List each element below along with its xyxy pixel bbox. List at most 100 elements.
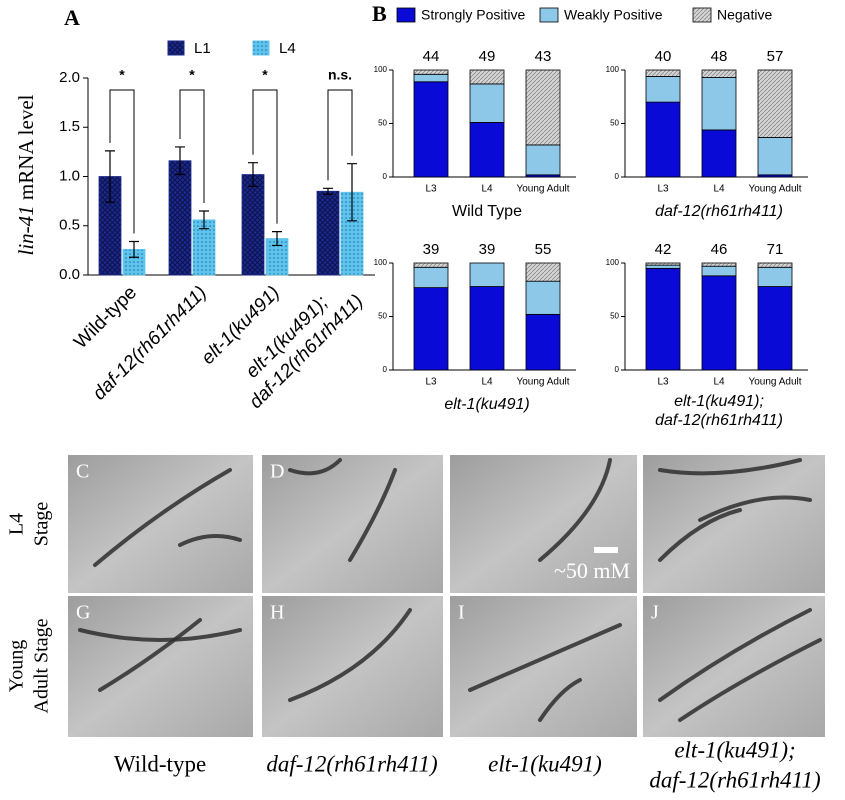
error-bar (175, 146, 185, 176)
significance-label: * (119, 67, 125, 83)
y-tick-label: 50 (610, 119, 619, 128)
bar (316, 190, 340, 276)
worm (98, 618, 202, 692)
bar-segment (757, 262, 793, 268)
worm (658, 458, 802, 476)
legend-swatch (252, 40, 270, 56)
micrograph (643, 455, 825, 593)
scale-bar-label: ~50 mM (554, 558, 630, 583)
y-axis-label-text: mRNA level (14, 94, 38, 200)
significance-label: * (189, 67, 195, 83)
n-label: 57 (767, 48, 784, 65)
row-label: Stage (31, 502, 53, 547)
worm (698, 495, 812, 522)
panel-label: D (270, 461, 284, 483)
panel-label: G (76, 602, 90, 624)
n-label: 40 (655, 48, 672, 65)
n-label: 42 (655, 241, 672, 258)
significance-label: n.s. (328, 67, 352, 83)
bar-segment (525, 144, 561, 176)
y-tick-label: 100 (374, 258, 388, 267)
y-tick-label: 0 (383, 365, 388, 374)
error-bar (248, 162, 258, 187)
x-tick-label: L4 (481, 377, 493, 388)
significance-bracket (179, 89, 205, 203)
row-label: L4 (6, 513, 28, 535)
worm (678, 638, 822, 722)
bar-segment (413, 266, 449, 289)
worm (288, 458, 342, 476)
y-tick-label: 50 (378, 312, 387, 321)
error-bar (347, 163, 357, 222)
x-tick-label: Wild-type (70, 282, 141, 353)
panel-label: B (372, 1, 387, 26)
legend-label: Strongly Positive (421, 7, 525, 23)
x-tick-label: L4 (713, 377, 725, 388)
significance-label: * (262, 67, 268, 83)
y-tick-label: 0 (383, 172, 388, 181)
bar-segment (645, 69, 681, 77)
error-bar (323, 187, 333, 195)
bar-segment (701, 275, 737, 371)
worm (288, 608, 412, 702)
chart-title: daf-12(rh61rh411) (655, 412, 783, 429)
n-label: 43 (535, 48, 552, 65)
worm (178, 534, 242, 547)
error-bar (272, 231, 282, 247)
n-label: 44 (423, 48, 440, 65)
error-bar (129, 240, 139, 258)
bar-segment (645, 76, 681, 103)
bar-segment (757, 266, 793, 287)
chart-title: Wild Type (452, 203, 522, 220)
worm (538, 458, 612, 562)
legend-label: L1 (194, 40, 211, 57)
x-tick-label: Young Adult (516, 184, 569, 195)
x-tick-label: Young Adult (748, 377, 801, 388)
bar-segment (413, 73, 449, 83)
n-label: 39 (479, 241, 496, 258)
x-tick-label: L3 (657, 184, 669, 195)
panel-label: I (458, 602, 465, 624)
bar-segment (701, 129, 737, 178)
y-axis-label-gene: lin-41 (14, 205, 38, 255)
bar-segment (701, 77, 737, 131)
y-tick-label: 0.5 (59, 217, 80, 234)
bar-segment (645, 264, 681, 269)
n-label: 49 (479, 48, 496, 65)
error-bar (199, 210, 209, 230)
x-tick-label: L3 (425, 377, 437, 388)
x-tick-label: L4 (713, 184, 725, 195)
micrograph (68, 455, 253, 593)
legend-label: L4 (279, 40, 296, 57)
bar-segment (757, 69, 793, 138)
panel-label: H (270, 602, 284, 624)
micrograph (68, 596, 253, 737)
y-axis-label: lin-41 mRNA level (14, 94, 38, 255)
panel-label: C (76, 461, 89, 483)
bar-segment (413, 287, 449, 371)
significance-bracket (109, 89, 135, 234)
column-label: daf-12(rh61rh411) (649, 767, 820, 792)
x-tick-label: L4 (481, 184, 493, 195)
panel-label: A (64, 5, 80, 30)
scale-bar (594, 547, 618, 553)
bar-segment (757, 286, 793, 371)
legend-label: Weakly Positive (564, 7, 663, 23)
y-tick-label: 100 (374, 65, 388, 74)
bar (168, 160, 192, 276)
bar-segment (469, 286, 505, 371)
legend-swatch (692, 7, 712, 23)
micrograph (262, 455, 443, 593)
bar-segment (645, 267, 681, 371)
n-label: 71 (767, 241, 784, 258)
bar-segment (525, 313, 561, 371)
y-tick-label: 1.5 (59, 118, 80, 135)
bar-segment (701, 265, 737, 277)
x-tick-label-line: Wild-type (70, 282, 141, 353)
chart-title: elt-1(ku491) (444, 396, 529, 413)
legend-swatch (167, 40, 185, 56)
n-label: 46 (711, 241, 728, 258)
y-tick-label: 100 (606, 65, 620, 74)
y-tick-label: 0.0 (59, 266, 80, 283)
chart-title: elt-1(ku491); (674, 393, 764, 410)
